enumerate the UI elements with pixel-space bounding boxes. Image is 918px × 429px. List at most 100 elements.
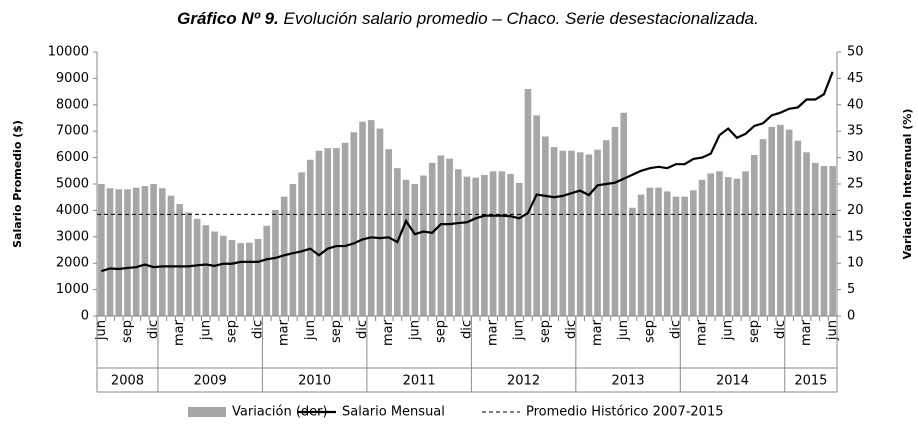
bar: [803, 152, 810, 316]
x-tick-label: mar: [590, 319, 605, 346]
y-tick-label: 9000: [56, 71, 89, 86]
bar: [559, 150, 567, 316]
bar: [289, 184, 297, 316]
group-label: 2008: [111, 374, 144, 389]
x-tick-label: sep: [642, 320, 657, 343]
bar: [663, 191, 671, 316]
y2-tick-label: 25: [847, 177, 864, 192]
bar: [498, 171, 506, 316]
x-tick-label: mar: [799, 319, 814, 346]
x-tick-label: dic: [668, 320, 683, 339]
y-tick-label: 8000: [56, 97, 89, 112]
x-tick-label: dic: [564, 320, 579, 339]
y2-tick-label: 50: [847, 45, 864, 60]
bar: [359, 121, 366, 316]
bar: [507, 173, 514, 316]
bar: [272, 209, 279, 316]
bar: [132, 187, 140, 316]
y-tick-label: 2000: [56, 256, 89, 271]
bar: [237, 243, 244, 316]
x-tick-label: sep: [329, 320, 344, 343]
bar: [724, 177, 732, 316]
bar: [672, 196, 680, 316]
bar: [742, 171, 749, 316]
bar: [98, 184, 105, 316]
bar: [402, 179, 410, 316]
x-tick-label: mar: [381, 319, 396, 346]
bar: [481, 175, 488, 316]
x-tick-label: jun: [198, 320, 213, 341]
chart-subtitle: Evolución salario promedio – Chaco. Seri…: [284, 9, 759, 28]
bar: [141, 186, 149, 316]
bar: [637, 194, 645, 316]
y2-tick-label: 10: [847, 256, 864, 271]
y-tick-label: 6000: [56, 150, 89, 165]
bar: [211, 231, 218, 316]
x-tick-label: dic: [460, 320, 475, 339]
bar: [463, 176, 471, 316]
bar: [602, 140, 610, 316]
bar: [106, 188, 114, 316]
bar: [550, 147, 558, 316]
bar: [202, 225, 210, 316]
x-tick-label: sep: [224, 320, 239, 343]
y2-tick-label: 15: [847, 229, 864, 244]
bar: [533, 115, 540, 316]
group-label: 2009: [194, 374, 227, 389]
legend-label: Promedio Histórico 2007-2015: [526, 405, 724, 420]
bar: [759, 139, 767, 316]
group-label: 2014: [716, 374, 749, 389]
x-tick-label: jun: [407, 320, 422, 341]
bar: [716, 171, 723, 316]
bar: [568, 150, 575, 316]
x-tick-label: jun: [512, 320, 527, 341]
bar: [437, 155, 445, 316]
legend-label: Salario Mensual: [342, 405, 445, 420]
group-label: 2013: [612, 374, 645, 389]
bar: [411, 184, 419, 316]
y2-tick-label: 20: [847, 203, 864, 218]
y2-tick-label: 30: [847, 150, 864, 165]
x-tick-label: sep: [538, 320, 553, 343]
legend-swatch: [188, 407, 226, 417]
x-tick-label: jun: [825, 320, 840, 341]
bar: [324, 148, 332, 316]
bar: [629, 207, 636, 316]
bar: [254, 238, 262, 316]
bar: [690, 190, 697, 316]
bar: [542, 136, 549, 316]
bar: [489, 171, 497, 316]
bar: [585, 154, 593, 316]
bar: [298, 172, 305, 316]
y-tick-label: 10000: [48, 45, 89, 60]
group-label: 2011: [403, 374, 436, 389]
bar: [428, 162, 436, 316]
y-tick-label: 5000: [56, 177, 89, 192]
bar: [794, 140, 802, 316]
chart-title-group: Gráfico Nº 9. Evolución salario promedio…: [177, 9, 759, 28]
x-tick-label: jun: [303, 320, 318, 341]
bar: [263, 225, 271, 316]
bar: [124, 189, 131, 316]
bar: [681, 196, 688, 316]
bar: [646, 187, 654, 316]
y-tick-label: 3000: [56, 229, 89, 244]
x-tick-label: sep: [433, 320, 448, 343]
bar: [367, 120, 375, 316]
x-tick-label: dic: [251, 320, 266, 339]
bar: [698, 179, 706, 316]
y2-tick-label: 40: [847, 97, 864, 112]
x-tick-label: dic: [146, 320, 161, 339]
bar: [158, 188, 166, 316]
bar: [315, 150, 323, 316]
bar: [655, 187, 662, 316]
bar: [777, 124, 784, 316]
x-tick-label: jun: [616, 320, 631, 341]
x-tick-label: mar: [172, 319, 187, 346]
x-tick-label: mar: [695, 319, 710, 346]
x-tick-label: dic: [773, 320, 788, 339]
bar: [420, 175, 427, 316]
line: [101, 71, 834, 273]
bar: [733, 178, 741, 316]
